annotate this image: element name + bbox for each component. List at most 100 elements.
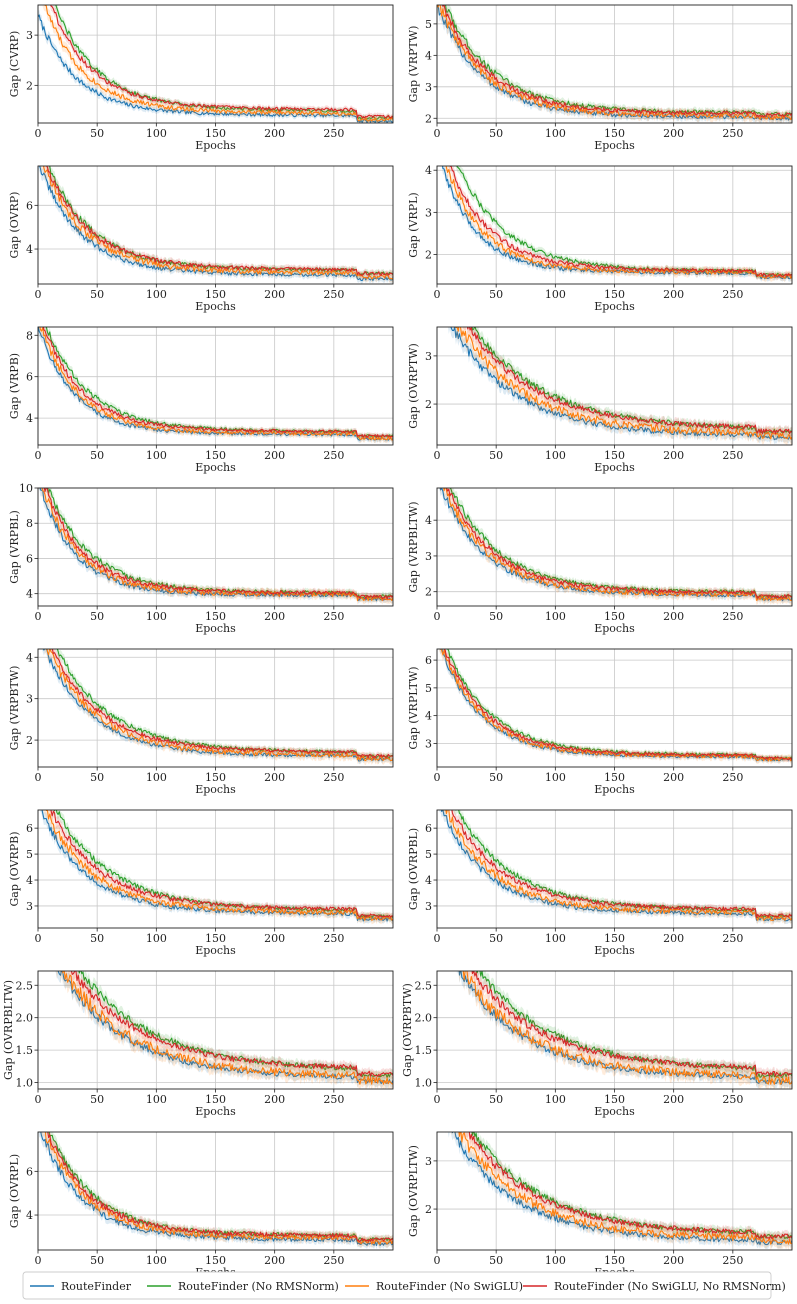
series-line-routefinder-no-swiglu — [45, 810, 393, 921]
x-tick-label: 50 — [489, 1254, 503, 1267]
series-line-routefinder — [437, 5, 792, 121]
series-line-routefinder-no-swiglu-no-rmsnorm — [50, 5, 393, 119]
series-line-routefinder — [57, 971, 393, 1085]
y-tick-label: 4 — [425, 164, 432, 177]
x-tick-label: 50 — [90, 610, 104, 623]
x-tick-label: 100 — [146, 771, 167, 784]
subplot-gap-vrpbl: 0 50 100 150 200 250 4 6 8 10 Epochs Gap (VRPBL) — [8, 482, 394, 635]
series-line-routefinder-no-swiglu-no-rmsnorm — [471, 971, 792, 1077]
x-tick-label: 200 — [663, 288, 684, 301]
x-tick-label: 200 — [264, 1254, 285, 1267]
y-tick-label: 4 — [26, 651, 33, 664]
y-axis-label: Gap (OVRPB) — [8, 831, 21, 906]
series-line-routefinder — [439, 649, 792, 762]
series-line-routefinder-no-swiglu — [39, 327, 393, 441]
series-group — [438, 488, 792, 605]
x-tick-label: 100 — [545, 449, 566, 462]
series-group — [38, 166, 393, 284]
y-tick-label: 2.0 — [415, 1012, 433, 1025]
x-tick-label: 50 — [90, 127, 104, 140]
x-tick-label: 0 — [35, 127, 42, 140]
x-tick-label: 200 — [663, 610, 684, 623]
x-axis-label: Epochs — [594, 300, 635, 313]
series-line-routefinder-no-swiglu — [59, 971, 393, 1085]
y-tick-label: 2 — [425, 249, 432, 262]
x-tick-label: 100 — [146, 1254, 167, 1267]
x-axis-label: Epochs — [594, 1105, 635, 1118]
series-line-routefinder — [440, 810, 792, 922]
x-axis-label: Epochs — [594, 622, 635, 635]
series-band-routefinder-no-swiglu-no-rmsnorm — [43, 166, 393, 279]
x-tick-label: 200 — [264, 127, 285, 140]
y-tick-label: 2.0 — [16, 1012, 34, 1025]
series-group — [445, 1132, 792, 1250]
x-tick-label: 200 — [663, 1254, 684, 1267]
x-tick-label: 50 — [90, 1093, 104, 1106]
series-line-routefinder — [38, 14, 393, 123]
x-tick-label: 250 — [323, 288, 344, 301]
x-tick-label: 100 — [146, 1093, 167, 1106]
x-tick-label: 0 — [434, 1254, 441, 1267]
x-axis-label: Epochs — [195, 783, 236, 796]
x-tick-label: 0 — [434, 771, 441, 784]
y-tick-label: 2.5 — [16, 979, 34, 992]
x-tick-label: 100 — [146, 610, 167, 623]
x-tick-label: 250 — [722, 1093, 743, 1106]
series-line-routefinder-no-swiglu-no-rmsnorm — [443, 649, 792, 760]
y-tick-label: 3 — [425, 1155, 432, 1168]
x-axis-label: Epochs — [594, 944, 635, 957]
x-tick-label: 200 — [264, 1093, 285, 1106]
subplot-gap-vrpb: 0 50 100 150 200 250 4 6 8 Epochs Gap (VRPB) — [8, 326, 394, 474]
y-tick-label: 5 — [425, 682, 432, 695]
subplot-gap-ovrpb: 0 50 100 150 200 250 3 4 5 6 Epochs Gap (OVRPB) — [8, 809, 394, 957]
series-line-routefinder-no-swiglu-no-rmsnorm — [451, 810, 792, 919]
x-tick-label: 100 — [545, 1254, 566, 1267]
series-band-routefinder-no-swiglu-no-rmsnorm — [44, 1132, 393, 1245]
y-tick-label: 10 — [19, 482, 33, 495]
x-tick-label: 50 — [489, 1093, 503, 1106]
y-axis-label: Gap (OVRPLTW) — [407, 1145, 420, 1237]
x-axis-label: Epochs — [594, 139, 635, 152]
y-tick-label: 1.5 — [415, 1044, 433, 1057]
x-tick-label: 100 — [146, 288, 167, 301]
series-line-routefinder-no-swiglu-no-rmsnorm — [50, 810, 393, 918]
y-axis-label: Gap (VRPLTW) — [407, 666, 420, 749]
series-line-routefinder-no-swiglu-no-rmsnorm — [70, 971, 393, 1077]
x-tick-label: 250 — [722, 1254, 743, 1267]
x-tick-label: 150 — [604, 288, 625, 301]
series-band-routefinder-no-swiglu-no-rmsnorm — [445, 488, 792, 602]
x-tick-label: 50 — [489, 771, 503, 784]
y-tick-label: 5 — [425, 18, 432, 31]
y-tick-label: 5 — [26, 848, 33, 861]
legend-item-routefinder: RouteFinder — [30, 1280, 132, 1293]
series-line-routefinder-no-swiglu-no-rmsnorm — [42, 327, 393, 438]
x-axis-label: Epochs — [195, 461, 236, 474]
x-tick-label: 250 — [323, 1254, 344, 1267]
y-axis-label: Gap (OVRPL) — [8, 1154, 21, 1228]
x-tick-label: 0 — [434, 288, 441, 301]
x-tick-label: 100 — [545, 127, 566, 140]
y-tick-label: 4 — [425, 874, 432, 887]
y-tick-label: 6 — [425, 822, 432, 835]
x-tick-label: 250 — [323, 1093, 344, 1106]
x-tick-label: 150 — [205, 932, 226, 945]
subplot-gap-ovrptw: 0 50 100 150 200 250 2 3 Epochs Gap (OVRPTW) — [407, 326, 793, 474]
y-tick-label: 2 — [26, 734, 33, 747]
y-axis-label: Gap (OVRPBTW) — [401, 983, 414, 1077]
x-tick-label: 100 — [545, 1093, 566, 1106]
series-band-routefinder-no-swiglu — [43, 810, 393, 925]
y-tick-label: 4 — [26, 874, 33, 887]
series-group — [54, 971, 393, 1089]
y-axis-label: Gap (VRPBL) — [8, 510, 21, 583]
y-tick-label: 1.0 — [415, 1077, 433, 1090]
x-tick-label: 150 — [604, 932, 625, 945]
series-group — [39, 810, 393, 925]
x-tick-label: 100 — [545, 610, 566, 623]
series-group — [438, 649, 792, 765]
y-axis-label: Gap (VRPTW) — [407, 26, 420, 103]
x-tick-label: 50 — [489, 610, 503, 623]
y-axis-label: Gap (OVRPBL) — [407, 828, 420, 910]
y-axis-label: Gap (VRPL) — [407, 192, 420, 257]
x-tick-label: 50 — [90, 932, 104, 945]
y-axis-label: Gap (OVRPBLTW) — [2, 980, 15, 1080]
